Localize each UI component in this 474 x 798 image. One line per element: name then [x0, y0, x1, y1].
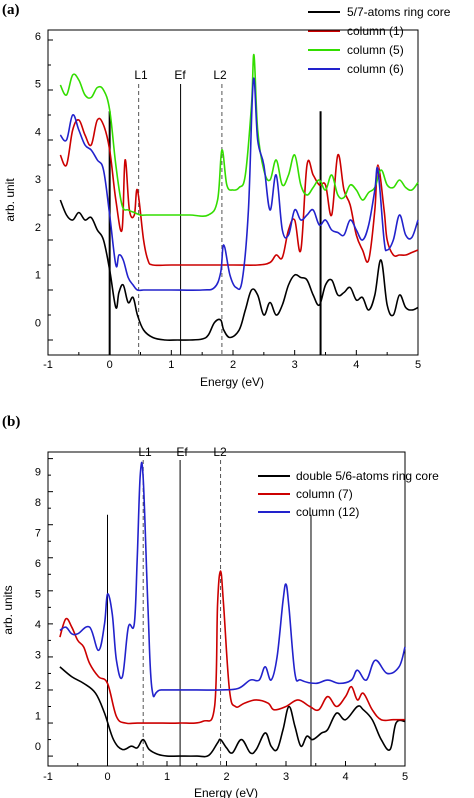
x-tick-label: -1: [43, 771, 53, 783]
legend-entry: column (12): [296, 505, 359, 519]
marker-labels: L1 Ef L2: [134, 68, 227, 82]
x-ticks: -1 0 1 2 3 4 5: [43, 771, 408, 783]
y-axis-label: arb. units: [1, 585, 15, 634]
plot-frame: [47, 29, 419, 356]
y-tick-label: 0: [35, 741, 41, 753]
y-axis-label: arb. unit: [3, 178, 17, 222]
x-tick-label: 0: [107, 359, 113, 371]
series-line-column-1: [59, 117, 419, 267]
y-tick-label: 5: [35, 589, 41, 601]
y-tick-label: 3: [35, 174, 41, 186]
x-tick-label: 2: [230, 359, 236, 371]
x-tick-label: 0: [104, 771, 110, 783]
x-tick-label: 1: [164, 771, 170, 783]
marker-label-ef: Ef: [174, 68, 186, 82]
marker-label-l2: L2: [213, 68, 227, 82]
y-tick-label: 5: [35, 79, 41, 91]
y-tick-label: 0: [35, 318, 41, 330]
y-tick-label: 1: [35, 711, 41, 723]
plot-area: [47, 451, 406, 767]
y-tick-label: 8: [35, 497, 41, 509]
y-tick-label: 1: [35, 270, 41, 282]
legend-entry: column (5): [347, 43, 404, 57]
x-axis-label: Energy (eV): [200, 375, 264, 389]
y-tick-label: 2: [35, 680, 41, 692]
y-tick-label: 6: [35, 558, 41, 570]
y-tick-label: 4: [35, 127, 41, 139]
panel-b: (b) arb. units Energy (eV) -1 0 1 2 3 4 …: [1, 414, 439, 798]
x-tick-label: 1: [168, 359, 174, 371]
plot-area: [47, 29, 419, 356]
x-tick-label: 2: [223, 771, 229, 783]
y-ticks: 0 1 2 3 4 5 6: [35, 31, 41, 330]
x-tick-label: 3: [292, 359, 298, 371]
legend: double 5/6-atoms ring core column (7) co…: [258, 469, 439, 519]
y-tick-label: 4: [35, 619, 41, 631]
panel-a: (a) arb. unit Energy (eV) -1 0 1 2 3 4 5…: [2, 2, 451, 389]
series-line-column-6: [59, 77, 419, 292]
panel-label: (b): [2, 414, 20, 430]
x-tick-label: 4: [353, 359, 359, 371]
panel-label: (a): [2, 2, 20, 18]
legend-entry: column (7): [296, 487, 353, 501]
series-line-column-7: [59, 570, 405, 725]
series-line-5-7-atoms-ring-core: [59, 199, 419, 341]
y-tick-label: 9: [35, 467, 41, 479]
x-tick-label: 5: [402, 771, 408, 783]
y-tick-label: 7: [35, 528, 41, 540]
x-tick-label: -1: [43, 359, 53, 371]
series-line-double-5-6-atoms-ring-core: [59, 666, 406, 758]
legend-entry: column (1): [347, 24, 404, 38]
series-line-column-12: [59, 461, 406, 698]
y-ticks: 0 1 2 3 4 5 6 7 8 9: [35, 467, 41, 754]
x-ticks: -1 0 1 2 3 4 5: [43, 359, 421, 371]
legend-entry: double 5/6-atoms ring core: [296, 469, 439, 483]
legend-entry: 5/7-atoms ring core: [347, 5, 451, 19]
x-tick-label: 5: [415, 359, 421, 371]
y-tick-label: 2: [35, 222, 41, 234]
series-line-column-5: [59, 54, 419, 217]
legend: 5/7-atoms ring core column (1) column (5…: [308, 5, 451, 76]
x-tick-label: 4: [342, 771, 348, 783]
marker-label-l1: L1: [134, 68, 148, 82]
legend-entry: column (6): [347, 62, 404, 76]
x-tick-label: 3: [283, 771, 289, 783]
x-axis-label: Energy (eV): [194, 786, 258, 798]
y-tick-label: 6: [35, 31, 41, 43]
y-tick-label: 3: [35, 650, 41, 662]
